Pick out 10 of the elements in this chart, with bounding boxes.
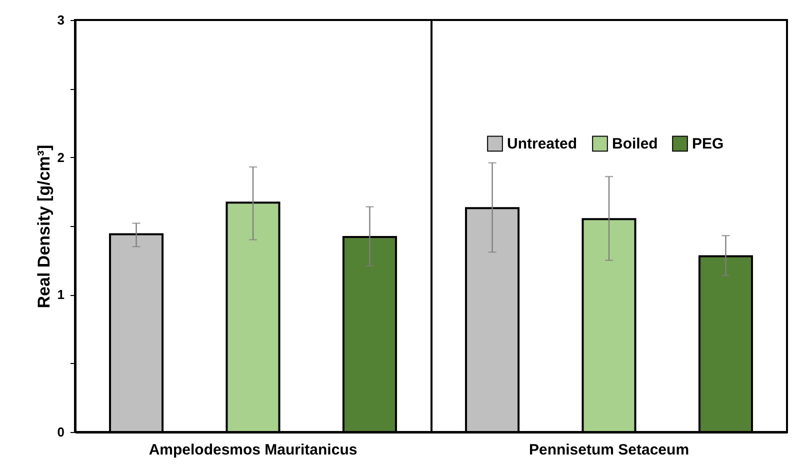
y-axis-title: Real Density [g/cm³] [34, 144, 54, 308]
y-tick-label: 1 [57, 287, 64, 302]
legend-label: PEG [692, 136, 724, 153]
legend-label: Boiled [612, 136, 658, 153]
y-tick-label: 2 [57, 150, 64, 165]
legend-label: Untreated [507, 136, 578, 153]
y-tick-label: 0 [57, 424, 64, 440]
y-tick-label: 3 [57, 12, 64, 28]
x-tick-label: Ampelodesmos Mauritanicus [148, 442, 358, 458]
x-tick-label: Pennisetum Setaceum [528, 442, 690, 458]
